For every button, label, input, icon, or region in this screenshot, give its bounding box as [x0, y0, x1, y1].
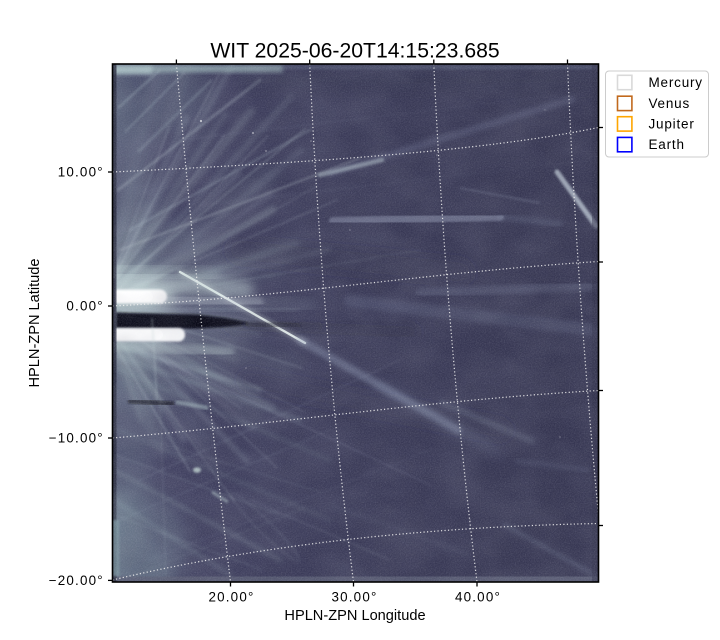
svg-text:Venus: Venus [649, 96, 691, 111]
svg-text:20.00°: 20.00° [208, 590, 254, 605]
svg-text:HPLN-ZPN Longitude: HPLN-ZPN Longitude [284, 608, 425, 624]
svg-text:HPLN-ZPN Latitude: HPLN-ZPN Latitude [27, 259, 43, 388]
svg-text:Mercury: Mercury [649, 75, 703, 90]
svg-text:30.00°: 30.00° [331, 590, 377, 605]
svg-text:0.00°: 0.00° [66, 299, 103, 314]
svg-text:WIT 2025-06-20T14:15:23.685: WIT 2025-06-20T14:15:23.685 [210, 40, 499, 63]
svg-text:−10.00°: −10.00° [49, 431, 104, 446]
svg-text:Jupiter: Jupiter [649, 117, 695, 132]
svg-text:Earth: Earth [649, 137, 685, 152]
svg-text:−20.00°: −20.00° [49, 573, 104, 588]
svg-text:10.00°: 10.00° [58, 165, 104, 180]
svg-text:40.00°: 40.00° [455, 590, 501, 605]
